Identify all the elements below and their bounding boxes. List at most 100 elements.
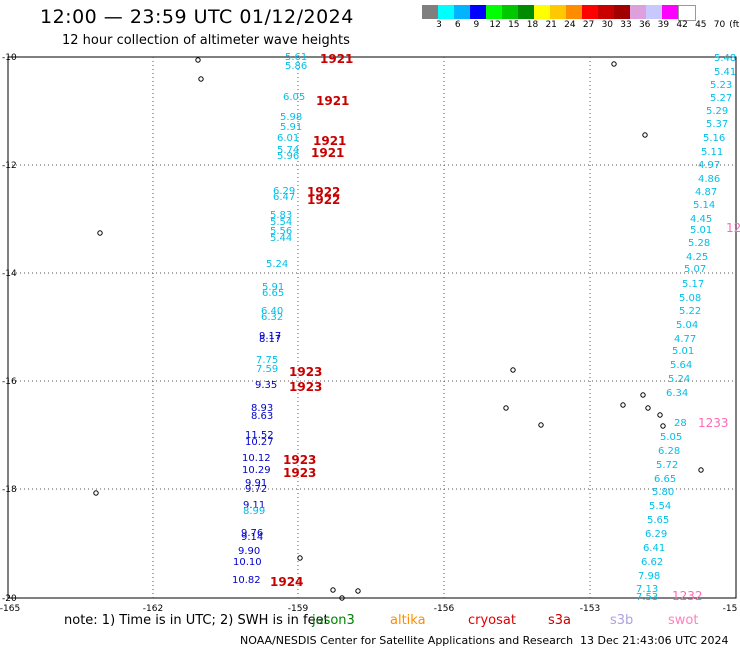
wave-height-label: 7.13 bbox=[636, 584, 658, 595]
color-tick-label: 70 bbox=[713, 20, 726, 30]
color-tick-label: 30 bbox=[601, 20, 614, 30]
wave-height-label: 10.29 bbox=[242, 465, 271, 476]
wave-height-label: 4.77 bbox=[674, 334, 696, 345]
wave-height-label: 9.91 bbox=[245, 478, 267, 489]
wave-height-label: 7.75 bbox=[256, 355, 278, 366]
wave-height-label: 9.90 bbox=[238, 546, 260, 557]
wave-height-label: 6.34 bbox=[666, 388, 688, 399]
island-outline bbox=[642, 132, 648, 138]
pass-time-label: 1922 bbox=[307, 193, 340, 207]
wave-height-label: 5.86 bbox=[285, 61, 307, 72]
wave-height-label: 5.28 bbox=[688, 238, 710, 249]
color-tick-label: 18 bbox=[526, 20, 539, 30]
color-tick-label: 39 bbox=[657, 20, 670, 30]
wave-height-label: 5.54 bbox=[270, 217, 292, 228]
color-tick-label: 6 bbox=[454, 20, 461, 30]
map-frame bbox=[7, 56, 737, 599]
pass-time-label: 1232 bbox=[672, 589, 703, 603]
longitude-label: -156 bbox=[434, 604, 455, 614]
pass-time-label: 1923 bbox=[289, 365, 322, 379]
color-swatch bbox=[550, 5, 566, 19]
island-outline bbox=[330, 587, 336, 593]
color-swatch bbox=[678, 5, 696, 21]
color-swatch bbox=[566, 5, 582, 19]
color-tick-label: 36 bbox=[638, 20, 651, 30]
wave-height-label: 8.63 bbox=[251, 411, 273, 422]
color-swatch bbox=[454, 5, 470, 19]
legend-item-cryosat: cryosat bbox=[468, 613, 516, 628]
latitude-label: -18 bbox=[2, 485, 17, 495]
longitude-label: -15 bbox=[723, 604, 738, 614]
wave-height-label: 5.41 bbox=[714, 67, 736, 78]
longitude-label: -159 bbox=[288, 604, 309, 614]
legend-item-swot: swot bbox=[668, 613, 699, 628]
wave-height-label: 9.11 bbox=[243, 500, 265, 511]
color-tick-label: 9 bbox=[473, 20, 480, 30]
latitude-label: -20 bbox=[2, 594, 17, 604]
color-tick-label: 27 bbox=[582, 20, 595, 30]
wave-height-label: 4.45 bbox=[690, 214, 712, 225]
island-outline bbox=[97, 230, 103, 236]
legend-item-altika: altika bbox=[390, 613, 426, 628]
island-outline bbox=[510, 367, 516, 373]
generated-timestamp: 13 Dec 21:43:06 UTC 2024 bbox=[580, 634, 729, 647]
wave-height-label: 5.14 bbox=[693, 200, 715, 211]
wave-height-label: 11.52 bbox=[245, 430, 274, 441]
wave-height-label: 5.29 bbox=[706, 106, 728, 117]
wave-height-label: 9.72 bbox=[245, 484, 267, 495]
pass-time-label: 1923 bbox=[283, 466, 316, 480]
color-swatch bbox=[630, 5, 646, 19]
pass-time-label: 1921 bbox=[313, 134, 346, 148]
wave-height-label: 4.87 bbox=[695, 187, 717, 198]
color-tick-label: 33 bbox=[620, 20, 632, 30]
wave-height-label: 7.53 bbox=[636, 592, 658, 603]
wave-height-label: 8.99 bbox=[243, 506, 265, 517]
color-tick-label: 12 bbox=[489, 20, 501, 30]
color-swatch bbox=[486, 5, 502, 19]
wave-height-label: 5.64 bbox=[670, 360, 692, 371]
color-swatch bbox=[598, 5, 614, 19]
footnote: note: 1) Time is in UTC; 2) SWH is in fe… bbox=[64, 613, 329, 628]
color-swatch bbox=[662, 5, 678, 19]
wave-height-label: 5.11 bbox=[701, 147, 723, 158]
wave-height-label: 5.27 bbox=[710, 93, 732, 104]
longitude-label: -165 bbox=[0, 604, 20, 614]
color-swatch bbox=[646, 5, 662, 19]
island-outline bbox=[660, 423, 666, 429]
wave-height-label: 6.41 bbox=[643, 543, 665, 554]
wave-height-label: 5.23 bbox=[710, 80, 732, 91]
wave-height-label: 9.76 bbox=[241, 528, 263, 539]
wave-height-label: 6.28 bbox=[658, 446, 680, 457]
wave-height-label: 9.35 bbox=[255, 380, 277, 391]
page-subtitle: 12 hour collection of altimeter wave hei… bbox=[62, 33, 350, 48]
color-tick-label: 3 bbox=[436, 20, 442, 30]
island-outline bbox=[339, 595, 345, 601]
wave-height-label: 5.61 bbox=[285, 52, 307, 63]
wave-height-label: 5.01 bbox=[672, 346, 694, 357]
longitude-label: -153 bbox=[580, 604, 600, 614]
color-swatch bbox=[518, 5, 534, 19]
pass-time-label: 1233 bbox=[698, 416, 729, 430]
pass-time-label: 1924 bbox=[270, 575, 303, 589]
wave-height-label: 5.44 bbox=[270, 233, 292, 244]
wave-height-label: 7.98 bbox=[638, 571, 660, 582]
wave-height-label: 5.08 bbox=[679, 293, 701, 304]
wave-height-label: 5.17 bbox=[682, 279, 704, 290]
wave-height-label: 5.01 bbox=[690, 225, 712, 236]
legend-item-s3b: s3b bbox=[610, 613, 634, 628]
color-swatch bbox=[470, 5, 486, 19]
wave-height-label: 4.86 bbox=[698, 174, 720, 185]
color-tick-label: 15 bbox=[508, 20, 520, 30]
color-tick-label: 21 bbox=[545, 20, 557, 30]
pass-time-label: 1922 bbox=[307, 185, 340, 199]
legend-item-s3a: s3a bbox=[548, 613, 572, 628]
wave-height-label: 5.65 bbox=[647, 515, 669, 526]
wave-height-label: 5.72 bbox=[656, 460, 678, 471]
wave-height-label: 6.05 bbox=[283, 92, 305, 103]
wave-height-label: 5.37 bbox=[706, 119, 728, 130]
island-outline bbox=[645, 405, 651, 411]
wave-height-label: 5.54 bbox=[649, 501, 671, 512]
color-tick-label: 45 bbox=[695, 20, 707, 30]
island-outline bbox=[297, 555, 303, 561]
